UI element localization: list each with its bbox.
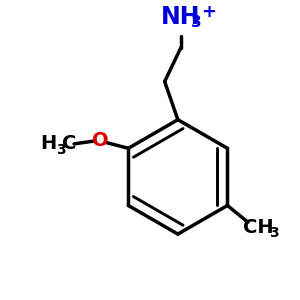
Text: 3: 3 <box>56 143 66 157</box>
Text: +: + <box>201 3 216 21</box>
Text: C: C <box>61 134 76 153</box>
Text: 3: 3 <box>269 226 279 240</box>
Text: NH: NH <box>161 5 200 29</box>
Text: 3: 3 <box>191 14 201 29</box>
Text: O: O <box>92 131 109 151</box>
Text: CH: CH <box>243 218 274 237</box>
Text: H: H <box>40 134 56 153</box>
